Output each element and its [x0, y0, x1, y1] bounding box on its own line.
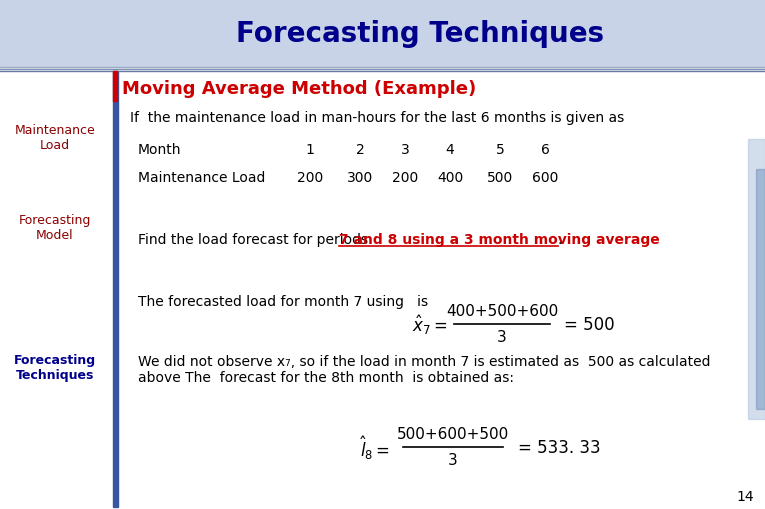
Text: $\hat{x}_7 =$: $\hat{x}_7 =$ [412, 313, 448, 336]
Text: 2: 2 [356, 143, 364, 157]
Text: 500+600+500: 500+600+500 [397, 427, 509, 442]
Text: 200: 200 [392, 171, 418, 185]
Bar [113, 72, 118, 507]
Text: 1: 1 [305, 143, 314, 157]
Text: 600: 600 [532, 171, 558, 185]
Text: .: . [558, 233, 562, 246]
Text: 400+500+600: 400+500+600 [446, 304, 558, 319]
Text: 300: 300 [347, 171, 373, 185]
Text: 5: 5 [496, 143, 504, 157]
Text: Moving Average Method (Example): Moving Average Method (Example) [122, 80, 477, 98]
Text: 4: 4 [446, 143, 454, 157]
Text: $\hat{l}_8 =$: $\hat{l}_8 =$ [360, 433, 390, 461]
Text: Maintenance Load: Maintenance Load [138, 171, 265, 185]
Bar [113, 72, 117, 102]
Text: 500: 500 [487, 171, 513, 185]
Text: 14: 14 [736, 489, 754, 503]
Text: above The  forecast for the 8th month  is obtained as:: above The forecast for the 8th month is … [138, 370, 514, 384]
Text: 3: 3 [448, 453, 458, 468]
Text: 3: 3 [401, 143, 409, 157]
Text: Maintenance
Load: Maintenance Load [15, 124, 96, 152]
Text: Forecasting
Techniques: Forecasting Techniques [14, 353, 96, 381]
Text: Forecasting Techniques: Forecasting Techniques [236, 20, 604, 48]
Text: 200: 200 [297, 171, 323, 185]
Bar [756, 169, 765, 409]
Text: Find the load forecast for periods: Find the load forecast for periods [138, 233, 373, 246]
Bar [748, 140, 765, 419]
Text: The forecasted load for month 7 using   is: The forecasted load for month 7 using is [138, 294, 428, 308]
Text: Forecasting
Model: Forecasting Model [19, 214, 91, 242]
Text: If  the maintenance load in man-hours for the last 6 months is given as: If the maintenance load in man-hours for… [130, 111, 624, 125]
Text: 7 and 8 using a 3 month moving average: 7 and 8 using a 3 month moving average [339, 233, 660, 246]
Bar [0, 0, 765, 68]
Text: 6: 6 [541, 143, 549, 157]
Text: = 500: = 500 [564, 316, 614, 333]
Text: = 533. 33: = 533. 33 [518, 438, 601, 456]
Text: We did not observe x₇, so if the load in month 7 is estimated as  500 as calcula: We did not observe x₇, so if the load in… [138, 354, 711, 369]
Text: 3: 3 [497, 330, 507, 345]
Text: 400: 400 [437, 171, 463, 185]
Text: Month: Month [138, 143, 181, 157]
